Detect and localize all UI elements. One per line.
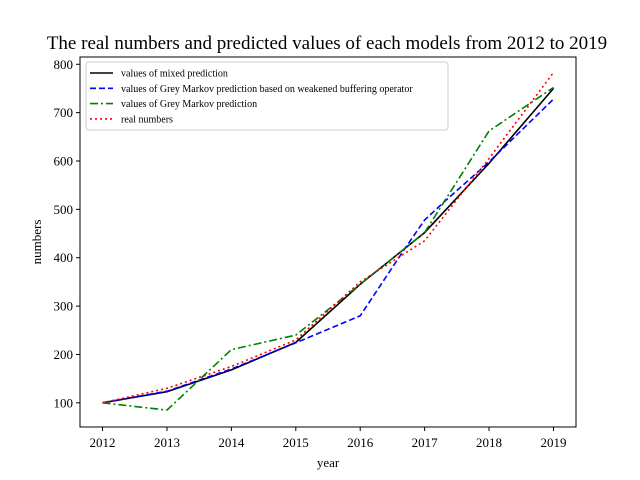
x-tick-label: 2013 xyxy=(154,435,180,450)
y-tick-label: 400 xyxy=(54,250,74,265)
plot-area xyxy=(79,56,577,428)
x-tick-label: 2012 xyxy=(90,435,116,450)
legend: values of mixed prediction values of Grey… xyxy=(85,61,449,131)
x-tick-label: 2019 xyxy=(540,435,566,450)
legend-box xyxy=(85,61,449,131)
y-tick-label: 500 xyxy=(54,202,74,217)
y-tick-label: 300 xyxy=(54,299,74,314)
x-axis: 2012 2013 2014 2015 2016 2017 2018 2019 xyxy=(90,427,566,450)
series-line-values-of-grey-markov-prediction-based-on-weakened-buffering-operator xyxy=(102,98,555,404)
y-tick-label: 200 xyxy=(54,347,74,362)
x-tick-label: 2014 xyxy=(218,435,245,450)
y-tick-label: 700 xyxy=(54,105,74,120)
legend-entry: values of mixed prediction xyxy=(121,69,228,80)
chart-title: The real numbers and predicted values of… xyxy=(47,33,607,54)
x-axis-label: year xyxy=(317,455,340,470)
y-tick-label: 100 xyxy=(54,395,74,410)
x-tick-label: 2017 xyxy=(412,435,439,450)
series-layer xyxy=(102,72,555,411)
y-tick-label: 600 xyxy=(54,153,74,168)
legend-entry: real numbers xyxy=(121,114,173,125)
x-tick-label: 2016 xyxy=(347,435,374,450)
y-axis: 100 200 300 400 500 600 700 800 xyxy=(54,57,80,410)
y-tick-label: 800 xyxy=(54,57,74,72)
y-axis-label: numbers xyxy=(29,220,44,265)
x-tick-label: 2015 xyxy=(283,435,309,450)
legend-entry: values of Grey Markov prediction based o… xyxy=(121,84,413,95)
series-line-values-of-grey-markov-prediction xyxy=(102,86,554,411)
x-tick-label: 2018 xyxy=(476,435,502,450)
legend-entry: values of Grey Markov prediction xyxy=(121,99,257,110)
